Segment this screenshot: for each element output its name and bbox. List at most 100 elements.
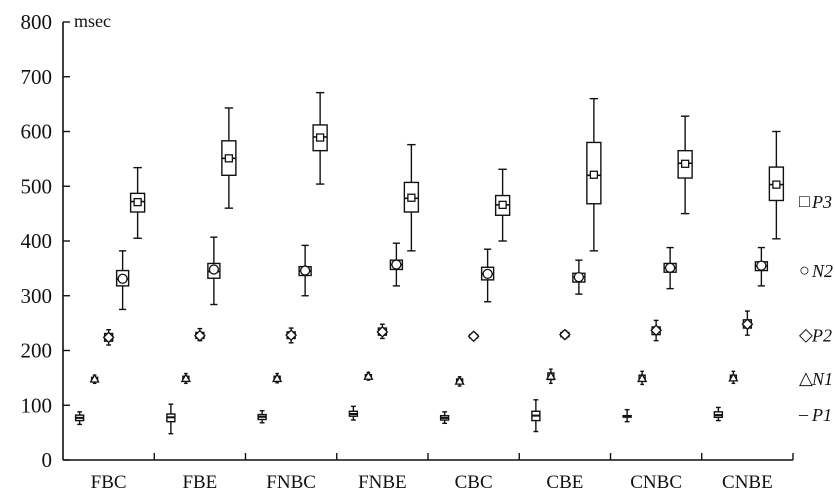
legend-symbol: ○ bbox=[799, 260, 810, 280]
box-p1-fnbc bbox=[257, 410, 267, 424]
x-category-label: FBC bbox=[91, 472, 127, 493]
x-category-label: FNBE bbox=[358, 472, 407, 493]
mean-marker-triangle bbox=[363, 370, 374, 380]
y-tick-label: 300 bbox=[21, 284, 53, 308]
box-n1-cbc bbox=[454, 375, 465, 387]
box-p3-fbc bbox=[129, 166, 146, 239]
mean-marker-square bbox=[315, 133, 325, 142]
box-n1-fbc bbox=[89, 373, 100, 385]
box-p1-cnbc bbox=[622, 408, 632, 423]
mean-marker-circle bbox=[208, 264, 220, 275]
box-p1-cbe bbox=[531, 399, 541, 433]
box-p3-fbe bbox=[221, 107, 237, 209]
mean-marker-diamond bbox=[467, 330, 480, 343]
box-p2-fnbe bbox=[376, 323, 389, 340]
y-tick-label: 100 bbox=[21, 393, 53, 417]
legend-item-p3: □ P3 bbox=[799, 191, 832, 212]
legend-label: N1 bbox=[811, 369, 833, 389]
mean-marker-triangle bbox=[454, 375, 465, 385]
box-p1-fbc bbox=[74, 411, 85, 426]
box-n2-cbe bbox=[572, 259, 586, 295]
y-tick-label: 500 bbox=[21, 174, 53, 198]
mean-marker-triangle bbox=[728, 372, 739, 382]
mean-marker-square bbox=[224, 154, 234, 163]
mean-marker-square bbox=[407, 193, 416, 202]
mean-marker-triangle bbox=[89, 373, 100, 383]
box-n1-cnbc bbox=[637, 370, 648, 386]
x-category-label: CBC bbox=[455, 472, 493, 493]
legend-item-p2: ◇ P2 bbox=[799, 325, 832, 346]
legend-symbol: △ bbox=[799, 368, 813, 388]
box-n2-fbc bbox=[115, 250, 130, 311]
box-p1-fnbe bbox=[348, 405, 359, 421]
box-p1-fbe bbox=[166, 403, 176, 435]
y-tick-label: 800 bbox=[21, 10, 53, 34]
mean-marker-circle bbox=[573, 271, 585, 283]
legend-item-n1: △ N1 bbox=[799, 368, 833, 389]
mean-marker-square bbox=[498, 200, 507, 210]
box-p3-cnbc bbox=[677, 115, 693, 215]
y-tick-label: 0 bbox=[42, 448, 53, 472]
y-unit-label: msec bbox=[74, 11, 111, 31]
mean-marker-diamond bbox=[193, 329, 206, 342]
legend-label: P2 bbox=[811, 326, 832, 346]
box-n2-fbe bbox=[207, 236, 221, 306]
mean-marker-circle bbox=[391, 259, 402, 270]
box-n2-cbc bbox=[480, 248, 495, 303]
box-n2-cnbe bbox=[754, 246, 769, 287]
mean-marker-triangle bbox=[637, 373, 648, 383]
y-tick-label: 400 bbox=[21, 229, 53, 253]
x-category-label: FNBC bbox=[266, 472, 316, 493]
box-p3-fnbe bbox=[403, 143, 420, 252]
box-p2-cbe bbox=[558, 328, 571, 341]
legend-label: N2 bbox=[811, 261, 833, 281]
x-category-label: CNBC bbox=[630, 472, 682, 493]
y-tick-label: 200 bbox=[21, 339, 53, 363]
mean-marker-diamond bbox=[102, 331, 115, 344]
series-n2 bbox=[115, 236, 769, 311]
box-plot-series bbox=[74, 91, 785, 435]
box-n2-fnbe bbox=[389, 242, 404, 287]
box-n1-fbe bbox=[180, 372, 191, 385]
box-p2-cnbe bbox=[741, 310, 754, 336]
box-n1-fnbe bbox=[363, 370, 374, 381]
mean-marker-diamond bbox=[285, 329, 298, 342]
mean-marker-triangle bbox=[180, 373, 191, 383]
mean-marker-diamond bbox=[558, 328, 571, 341]
box-p3-cbe bbox=[586, 97, 602, 252]
box-p1-cbc bbox=[439, 411, 450, 425]
mean-marker-circle bbox=[664, 262, 676, 273]
legend-label: P3 bbox=[811, 192, 832, 212]
legend-item-p1: – P1 bbox=[798, 404, 832, 425]
box-p1-cnbe bbox=[713, 406, 724, 422]
y-tick-label: 700 bbox=[21, 65, 53, 89]
x-category-label: FBE bbox=[182, 472, 217, 493]
box-p3-cnbe bbox=[768, 130, 785, 240]
box-n1-cnbe bbox=[728, 370, 739, 385]
box-n1-fnbc bbox=[272, 372, 283, 384]
mean-marker-square bbox=[680, 159, 690, 168]
mean-marker-diamond bbox=[650, 324, 663, 337]
mean-marker-circle bbox=[756, 260, 767, 271]
legend-item-n2: ○ N2 bbox=[799, 260, 833, 281]
box-p2-cbc bbox=[467, 330, 480, 343]
box-p3-fnbc bbox=[312, 91, 328, 185]
mean-marker-circle bbox=[299, 265, 311, 276]
series-p1 bbox=[74, 399, 724, 435]
box-n2-cnbc bbox=[663, 246, 677, 290]
mean-marker-triangle bbox=[272, 373, 283, 383]
box-p2-cnbc bbox=[650, 319, 663, 342]
legend-label: P1 bbox=[811, 405, 832, 425]
y-tick-label: 600 bbox=[21, 120, 53, 144]
box-n2-fnbc bbox=[298, 244, 312, 297]
chart-axes: 0 100 200 300 400 500 600 700 800 msec FBC FBE FNBC F… bbox=[21, 10, 794, 493]
x-category-label: CBE bbox=[546, 472, 583, 493]
series-p3 bbox=[129, 91, 785, 252]
series-n1 bbox=[89, 368, 739, 387]
mean-marker-diamond bbox=[376, 325, 389, 338]
legend-symbol: – bbox=[798, 404, 809, 424]
x-category-label: CNBE bbox=[722, 472, 773, 493]
legend-symbol: ◇ bbox=[799, 325, 813, 345]
box-p2-fbe bbox=[193, 327, 206, 342]
